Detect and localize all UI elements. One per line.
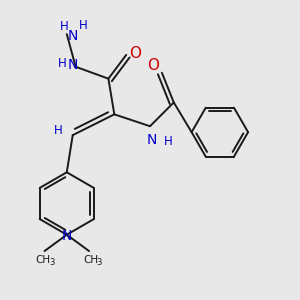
Text: N: N [68,28,78,43]
Text: 3: 3 [97,258,102,267]
Text: N: N [68,58,78,72]
Text: CH: CH [35,255,51,265]
Text: N: N [61,229,72,243]
Text: H: H [59,20,68,33]
Text: H: H [164,135,172,148]
Text: CH: CH [83,255,98,265]
Text: H: H [79,19,88,32]
Text: 3: 3 [49,258,55,267]
Text: N: N [146,133,157,147]
Text: H: H [58,57,67,70]
Text: O: O [147,58,159,73]
Text: O: O [129,46,141,61]
Text: H: H [53,124,62,137]
